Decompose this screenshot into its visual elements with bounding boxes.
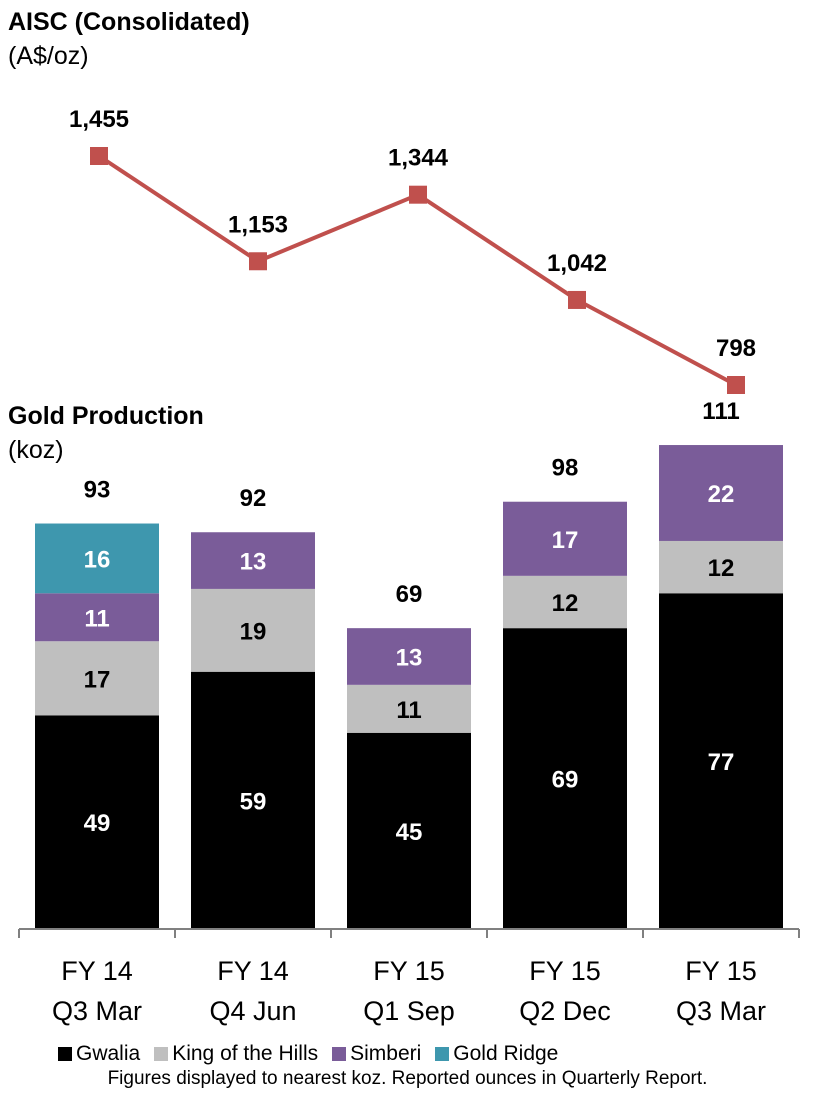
bar-gwalia-0 [35, 715, 159, 929]
bar-king-of-the-hills-4 [659, 540, 783, 594]
legend-swatch-gold-ridge [435, 1047, 450, 1061]
legend-swatch-gwalia [58, 1047, 72, 1061]
bar-label-gwalia-0: 49 [84, 810, 111, 837]
bar-king-of-the-hills-1 [191, 588, 315, 672]
bar-label-gold-ridge-0: 16 [84, 546, 111, 573]
bar-gwalia-2 [347, 732, 471, 929]
bar-king-of-the-hills-0 [35, 641, 159, 716]
production-unit: (koz) [8, 436, 64, 464]
bar-label-gwalia-1: 59 [240, 788, 267, 815]
bar-label-gwalia-3: 69 [552, 767, 579, 794]
bar-label-king-of-the-hills-3: 12 [552, 590, 579, 617]
bar-label-gwalia-2: 45 [396, 819, 423, 846]
bar-king-of-the-hills-3 [503, 575, 627, 629]
bar-label-simberi-4: 22 [708, 481, 735, 508]
legend-label-king-of-the-hills: King of the Hills [172, 1042, 319, 1065]
legend-label-simberi: Simberi [350, 1042, 422, 1065]
bar-gwalia-4 [659, 593, 783, 929]
legend-swatch-simberi [332, 1047, 347, 1061]
x-tick-label-line1-3: FY 15 [529, 956, 601, 986]
bar-simberi-2 [347, 628, 471, 685]
legend-label-gold-ridge: Gold Ridge [453, 1042, 559, 1065]
x-tick-label-line1-0: FY 14 [61, 956, 133, 986]
legend-label-gwalia: Gwalia [76, 1042, 141, 1065]
aisc-production-chart: 49 17 11 16 93 59 19 13 92 45 11 13 69 69 12 17 98 77 12 22… [18, 106, 800, 1026]
aisc-point-4 [727, 376, 745, 394]
bar-label-simberi-0: 11 [84, 605, 109, 632]
aisc-unit: (A$/oz) [8, 42, 89, 70]
x-tick-label-line2-3: Q2 Dec [519, 996, 611, 1026]
x-tick-label-line1-2: FY 15 [373, 956, 445, 986]
x-tick-label-line1-1: FY 14 [217, 956, 289, 986]
bar-simberi-3 [503, 501, 627, 576]
aisc-point-3 [568, 290, 586, 309]
legend-item-gwalia: Gwalia [58, 1042, 140, 1066]
bar-label-king-of-the-hills-1: 19 [240, 618, 267, 645]
bar-gwalia-3 [503, 628, 627, 929]
x-tick-label-line2-1: Q4 Jun [209, 996, 296, 1026]
bar-simberi-1 [191, 532, 315, 589]
aisc-value-label-3: 1,042 [547, 250, 607, 277]
aisc-point-0 [90, 147, 108, 165]
legend-swatch-king-of-the-hills [154, 1047, 169, 1061]
bar-king-of-the-hills-2 [347, 684, 471, 733]
bar-simberi-0 [35, 593, 159, 642]
bar-total-label-3: 98 [552, 455, 579, 482]
aisc-value-label-4: 798 [716, 335, 756, 362]
aisc-value-label-0: 1,455 [69, 106, 129, 133]
aisc-value-label-1: 1,153 [228, 211, 288, 238]
footnote: Figures displayed to nearest koz. Report… [107, 1068, 708, 1089]
x-tick-label-line2-2: Q1 Sep [363, 996, 455, 1026]
x-tick-label-line2-0: Q3 Mar [52, 996, 142, 1026]
bar-label-simberi-2: 13 [396, 645, 423, 672]
x-tick-label-line1-4: FY 15 [685, 956, 757, 986]
production-title: Gold Production [8, 402, 204, 430]
aisc-value-label-2: 1,344 [388, 145, 449, 172]
bar-label-king-of-the-hills-4: 12 [708, 555, 735, 582]
legend-item-simberi: Simberi [332, 1042, 421, 1066]
aisc-title: AISC (Consolidated) [8, 8, 250, 36]
bar-total-label-0: 93 [84, 477, 111, 504]
bar-gwalia-1 [191, 671, 315, 929]
aisc-point-2 [409, 185, 427, 204]
chart-legend: Gwalia King of the Hills Simberi Gold Ri… [58, 1042, 572, 1066]
bar-total-label-4: 111 [702, 398, 739, 425]
bar-total-label-2: 69 [396, 581, 423, 608]
bar-label-simberi-3: 17 [552, 527, 579, 554]
legend-item-king-of-the-hills: King of the Hills [154, 1042, 318, 1066]
bar-label-king-of-the-hills-0: 17 [84, 666, 111, 693]
x-tick-label-line2-4: Q3 Mar [676, 996, 766, 1026]
bar-gold-ridge-0 [35, 523, 159, 594]
bar-total-label-1: 92 [240, 485, 267, 512]
bar-simberi-4 [659, 445, 783, 541]
bar-label-simberi-1: 13 [240, 549, 267, 576]
aisc-point-1 [249, 252, 267, 271]
bar-label-gwalia-4: 77 [708, 749, 735, 776]
bar-label-king-of-the-hills-2: 11 [396, 697, 421, 724]
legend-item-gold-ridge: Gold Ridge [435, 1042, 558, 1066]
